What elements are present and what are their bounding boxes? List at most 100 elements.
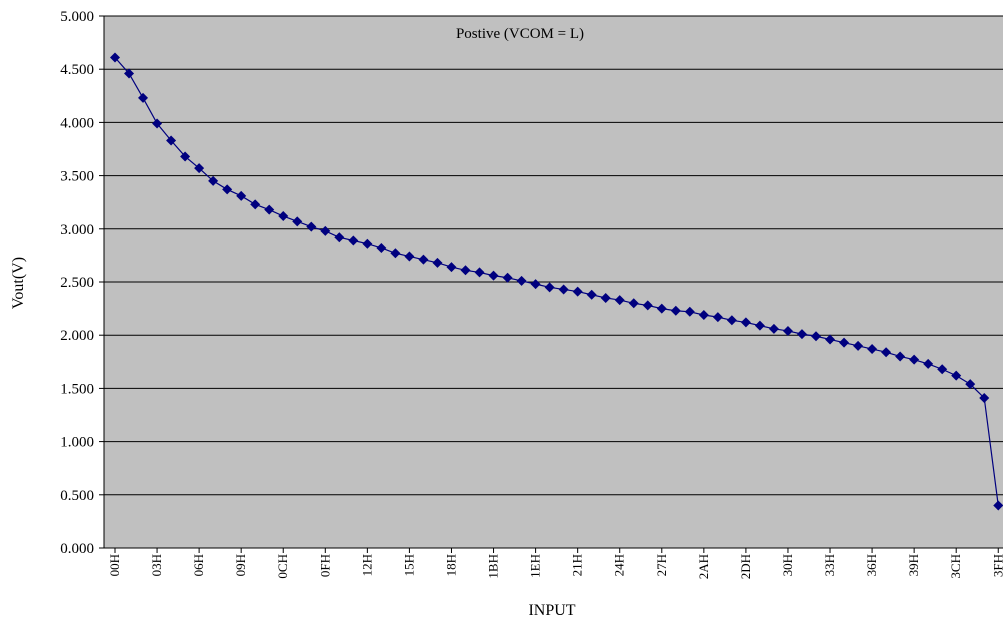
data-point-marker [614, 295, 625, 306]
data-point-marker [292, 216, 303, 227]
data-point-marker [558, 284, 569, 295]
y-tick-label: 2.000 [60, 328, 94, 344]
data-point-marker [404, 251, 415, 262]
y-axis-label: Vout(V) [10, 257, 27, 309]
data-point-marker [712, 312, 723, 323]
data-point-marker [811, 331, 821, 342]
x-tick-label: 00H [107, 554, 122, 576]
data-point-marker [488, 270, 499, 281]
x-tick-label: 24H [612, 554, 627, 576]
x-tick-label: 0FH [317, 554, 332, 577]
series-group [110, 52, 1003, 511]
x-tick-label: 3CH [948, 554, 963, 579]
y-tick-label: 2.500 [60, 275, 94, 291]
x-tick-label: 33H [822, 554, 837, 576]
y-tick-label: 3.000 [60, 222, 94, 238]
x-tick-label: 03H [149, 554, 164, 576]
x-tick-label: 36H [864, 554, 879, 576]
data-point-marker [460, 265, 471, 276]
data-point-marker [544, 282, 555, 293]
x-tick-label: 2AH [696, 554, 711, 579]
data-point-marker [895, 351, 906, 362]
data-point-marker [628, 298, 639, 309]
data-point-marker [684, 306, 695, 317]
data-point-marker [152, 118, 163, 129]
data-point-marker [166, 135, 177, 146]
x-tick-label: 0CH [275, 554, 290, 579]
data-point-marker [250, 199, 261, 210]
data-point-marker [278, 211, 289, 222]
x-tick-label: 09H [233, 554, 248, 576]
x-tick-labels: 00H 03H 06H 09H 0CH 0FH 12H 15H 18H 1BH 1EH 21H 24H 2… [107, 548, 1003, 579]
data-point-marker [600, 292, 611, 303]
data-point-marker [362, 238, 373, 249]
data-point-marker [110, 52, 120, 63]
data-point-marker [670, 305, 681, 316]
data-point-marker [937, 364, 948, 375]
data-point-marker [432, 257, 443, 268]
data-point-marker [965, 379, 976, 390]
data-point-marker [979, 392, 990, 403]
data-point-marker [796, 329, 807, 340]
y-tick-label: 1.500 [60, 381, 94, 397]
data-point-marker [698, 309, 709, 320]
data-point-marker [530, 279, 541, 290]
data-point-marker [923, 358, 934, 369]
data-point-marker [418, 254, 429, 265]
x-tick-label: 18H [443, 554, 458, 576]
data-point-marker [754, 320, 765, 331]
x-tick-label: 30H [780, 554, 795, 576]
data-point-marker [839, 337, 850, 348]
data-point-marker [194, 163, 205, 174]
x-tick-label: 1EH [528, 554, 543, 578]
data-point-marker [264, 204, 275, 215]
data-point-marker [572, 286, 583, 297]
y-tick-labels: 0.000 0.500 1.000 1.500 2.000 2.500 3.000 3.500… [60, 9, 94, 557]
x-tick-label: 2DH [738, 554, 753, 579]
data-point-marker [334, 232, 345, 243]
y-tick-label: 0.500 [60, 488, 94, 504]
data-point-marker [825, 334, 836, 345]
data-point-marker [502, 272, 513, 283]
data-point-marker [306, 221, 317, 232]
data-point-marker [726, 315, 737, 326]
data-point-marker [320, 225, 331, 236]
x-tick-label: 3FH [990, 554, 1003, 577]
data-point-marker [208, 175, 219, 186]
x-tick-label: 21H [570, 554, 585, 576]
data-point-marker [740, 317, 751, 328]
data-point-marker [642, 300, 653, 311]
data-point-marker [782, 325, 793, 336]
data-point-marker [867, 344, 878, 355]
data-point-marker [586, 289, 597, 300]
x-tick-label: 27H [654, 554, 669, 576]
y-tick-label: 4.500 [60, 62, 94, 78]
x-tick-label: 15H [401, 554, 416, 576]
chart-annotation: Postive (VCOM = L) [456, 26, 584, 42]
x-tick-label: 39H [906, 554, 921, 576]
data-point-marker [993, 500, 1003, 511]
x-tick-label: 1BH [486, 554, 501, 579]
y-tick-label: 5.000 [60, 9, 94, 25]
data-point-marker [390, 248, 401, 259]
x-axis-label: INPUT [528, 602, 575, 619]
data-point-marker [768, 323, 779, 334]
data-point-marker [474, 267, 485, 278]
data-point-marker [656, 303, 667, 314]
data-point-marker [124, 68, 135, 79]
data-point-marker [951, 370, 962, 381]
data-point-marker [446, 262, 457, 273]
y-tick-label: 4.000 [60, 115, 94, 131]
data-point-marker [138, 92, 149, 103]
data-point-marker [222, 184, 233, 195]
y-tick-label: 3.500 [60, 169, 94, 185]
data-point-marker [180, 151, 191, 162]
y-tick-label: 0.000 [60, 541, 94, 557]
x-tick-label: 06H [191, 554, 206, 576]
y-tick-label: 1.000 [60, 435, 94, 451]
x-tick-label: 12H [359, 554, 374, 576]
data-point-marker [236, 190, 247, 201]
data-point-marker [853, 340, 864, 351]
